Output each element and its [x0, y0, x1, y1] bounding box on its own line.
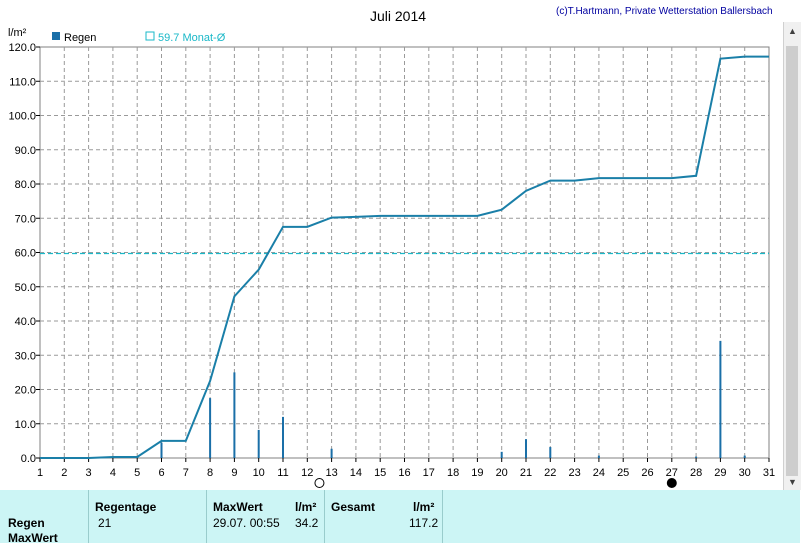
x-tick-label: 3 — [86, 467, 92, 479]
regentage-value: 21 — [98, 516, 112, 530]
x-tick-label: 16 — [398, 467, 410, 479]
x-tick-label: 11 — [277, 467, 288, 479]
maxwert-unit-header: l/m² — [295, 500, 317, 514]
plot-area: 0.0 10.0 20.0 30.0 40.0 50.0 60.0 70.0 80.0 90.0 1… — [8, 42, 775, 479]
gesamt-unit-header: l/m² — [413, 500, 435, 514]
x-tick-label: 9 — [231, 467, 237, 479]
gesamt-header: Gesamt — [331, 500, 376, 514]
legend-average-label: 59.7 Monat-Ø — [158, 32, 226, 44]
y-tick-label: 20.0 — [15, 385, 36, 397]
x-tick-label: 10 — [253, 467, 265, 479]
x-tick-label: 2 — [61, 467, 67, 479]
legend: Regen 59.7 Monat-Ø — [52, 31, 226, 44]
table-divider — [442, 490, 443, 543]
y-tick-label: 120.0 — [8, 42, 36, 54]
x-tick-label: 15 — [374, 467, 386, 479]
summary-table: Regen MaxWert Regentage 21 MaxWert l/m² … — [0, 490, 800, 545]
x-tick-label: 21 — [520, 467, 532, 479]
legend-regen-swatch — [52, 32, 60, 40]
new-moon-icon — [666, 478, 677, 488]
credit-text: (c)T.Hartmann, Private Wetterstation Bal… — [556, 6, 773, 17]
y-tick-label: 50.0 — [15, 282, 36, 294]
y-tick-label: 30.0 — [15, 350, 36, 362]
y-axis-unit: l/m² — [8, 27, 27, 39]
x-tick-label: 5 — [134, 467, 140, 479]
y-tick-label: 70.0 — [15, 213, 36, 225]
vertical-scrollbar[interactable]: ▲ ▼ — [783, 22, 801, 490]
y-tick-label: 0.0 — [21, 453, 36, 465]
regentage-column: Regentage 21 — [88, 490, 207, 543]
gesamt-column: Gesamt l/m² 117.2 — [324, 490, 443, 543]
scroll-up-icon[interactable]: ▲ — [788, 25, 797, 36]
scrollbar-thumb[interactable] — [786, 46, 798, 476]
x-tick-label: 13 — [325, 467, 337, 479]
x-tick-label: 4 — [110, 467, 116, 479]
x-tick-label: 29 — [714, 467, 726, 479]
x-tick-label: 20 — [496, 467, 508, 479]
x-tick-label: 17 — [423, 467, 435, 479]
x-tick-label: 18 — [447, 467, 459, 479]
cumulative-rain-line — [40, 55, 769, 459]
x-tick-label: 1 — [37, 467, 43, 479]
y-tick-label: 60.0 — [15, 248, 36, 260]
y-tick-label: 80.0 — [15, 179, 36, 191]
x-tick-label: 25 — [617, 467, 629, 479]
x-tick-label: 19 — [471, 467, 483, 479]
regentage-header: Regentage — [95, 500, 157, 514]
row-label-regen: Regen — [8, 516, 45, 530]
x-tick-label: 27 — [666, 467, 678, 479]
x-tick-label: 30 — [739, 467, 751, 479]
x-tick-label: 14 — [350, 467, 362, 479]
y-tick-label: 40.0 — [15, 316, 36, 328]
x-tick-label: 22 — [544, 467, 556, 479]
y-tick-label: 100.0 — [8, 111, 36, 123]
rain-chart: (c)T.Hartmann, Private Wetterstation Bal… — [8, 6, 775, 488]
x-tick-label: 12 — [301, 467, 313, 479]
maxwert-date: 29.07. 00:55 — [213, 516, 280, 530]
row-label-maxwert: MaxWert — [8, 531, 58, 545]
gesamt-value: 117.2 — [409, 516, 439, 530]
x-tick-label: 8 — [207, 467, 213, 479]
y-tick-label: 110.0 — [9, 76, 36, 88]
x-tick-label: 28 — [690, 467, 702, 479]
chart-title: Juli 2014 — [370, 8, 426, 24]
x-tick-label: 7 — [183, 467, 189, 479]
x-tick-label: 26 — [641, 467, 653, 479]
maxwert-value: 34.2 — [295, 516, 319, 530]
legend-regen-label: Regen — [64, 32, 96, 44]
x-tick-label: 31 — [763, 467, 775, 479]
legend-average-swatch — [145, 31, 155, 41]
scroll-down-icon[interactable]: ▼ — [788, 476, 797, 487]
y-tick-label: 10.0 — [15, 419, 36, 431]
full-moon-icon — [314, 478, 325, 488]
x-tick-label: 24 — [593, 467, 605, 479]
x-tick-label: 6 — [158, 467, 164, 479]
y-tick-label: 90.0 — [15, 145, 36, 157]
maxwert-header: MaxWert — [213, 500, 263, 514]
x-tick-label: 23 — [568, 467, 580, 479]
maxwert-column: MaxWert l/m² 29.07. 00:55 34.2 — [206, 490, 325, 543]
